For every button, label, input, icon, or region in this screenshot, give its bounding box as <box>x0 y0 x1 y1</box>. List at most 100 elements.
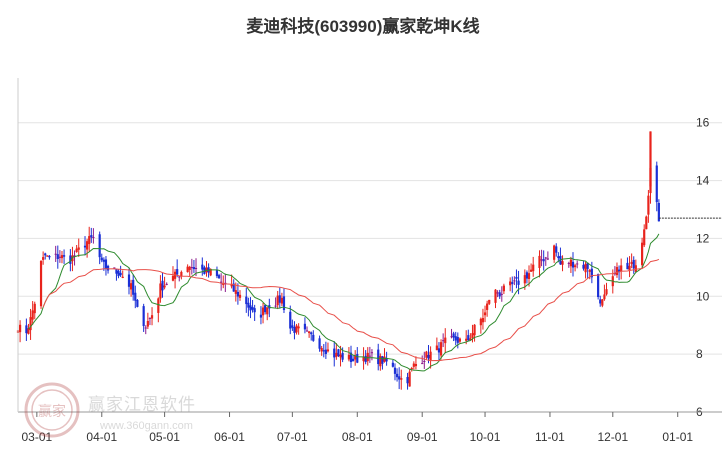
candle <box>467 329 470 342</box>
candle-body <box>232 283 235 292</box>
candle-body <box>132 279 135 295</box>
candle-body <box>408 371 411 387</box>
candle-body <box>56 254 59 259</box>
candle-body <box>42 257 45 260</box>
candle <box>264 304 267 315</box>
candle <box>58 250 61 263</box>
candle-body <box>473 324 476 336</box>
candle <box>502 283 505 295</box>
candle-body <box>295 325 298 333</box>
candle-body <box>247 302 250 308</box>
candle-body <box>377 349 380 365</box>
candle-body <box>452 333 455 338</box>
candle <box>408 368 411 387</box>
candle <box>75 244 78 253</box>
candle <box>163 276 166 290</box>
watermark-url: www.360gann.com <box>100 420 193 432</box>
candle-body <box>75 248 78 252</box>
candle <box>320 345 323 356</box>
candle-body <box>645 216 648 230</box>
candle <box>234 282 237 302</box>
candle <box>450 328 453 339</box>
candle-body <box>46 255 49 257</box>
candle-body <box>553 245 556 260</box>
candle <box>289 305 292 335</box>
candle-body <box>555 246 558 253</box>
candle <box>171 266 175 282</box>
candle <box>641 237 644 270</box>
candle-body <box>383 356 386 362</box>
candle-body <box>630 261 633 265</box>
candle-body <box>523 275 526 284</box>
candle <box>379 353 382 371</box>
candle <box>100 253 103 263</box>
candle-body <box>224 282 227 284</box>
candle-body <box>188 266 191 270</box>
candle-body <box>222 283 225 285</box>
candle <box>391 359 394 368</box>
candle <box>29 308 32 340</box>
candle <box>509 277 512 292</box>
candle-body <box>615 267 619 276</box>
candle-body <box>620 265 623 272</box>
candle <box>356 347 359 364</box>
candle-body <box>148 317 152 319</box>
candle <box>326 342 330 353</box>
candle <box>73 250 76 266</box>
candle <box>232 279 235 292</box>
candle-body <box>335 352 338 357</box>
candle <box>542 250 545 271</box>
candle-body <box>444 337 447 344</box>
candle-body <box>245 296 248 305</box>
candle <box>412 361 415 370</box>
candle <box>144 325 147 335</box>
candle <box>617 265 621 281</box>
candle <box>42 251 45 265</box>
candle-body <box>569 259 573 267</box>
ma-long-line <box>42 258 660 362</box>
candle <box>586 262 589 279</box>
candle-body <box>129 283 133 290</box>
candle-body <box>586 262 589 269</box>
candle <box>165 282 168 286</box>
candle <box>496 290 499 298</box>
candle <box>349 345 353 368</box>
candle-body <box>643 229 646 246</box>
candle-body <box>488 299 491 304</box>
x-tick-label: 06-01 <box>214 430 245 444</box>
candle <box>238 290 242 301</box>
candle <box>127 268 131 295</box>
candle <box>473 324 476 342</box>
candle <box>341 347 344 363</box>
candle-body <box>161 280 164 291</box>
candle <box>544 256 547 266</box>
candle <box>39 260 43 309</box>
candle <box>146 312 149 329</box>
candle-body <box>25 325 28 334</box>
candle <box>178 276 181 282</box>
candle <box>364 350 367 365</box>
candle-body <box>159 283 162 299</box>
candle-body <box>632 259 635 269</box>
candle <box>377 343 380 371</box>
candle-body <box>509 281 512 286</box>
y-tick-label: 8 <box>696 347 703 361</box>
candle <box>423 351 426 369</box>
candle <box>188 265 191 277</box>
candle-body <box>412 363 415 367</box>
candle-body <box>249 305 252 311</box>
candle-body <box>293 327 296 333</box>
candle-body <box>406 377 409 384</box>
candle-body <box>628 265 631 271</box>
candle <box>538 250 541 278</box>
candle <box>525 270 529 284</box>
candle-body <box>33 303 36 314</box>
candle <box>203 265 206 275</box>
candle <box>280 292 283 307</box>
candle <box>339 345 342 367</box>
candle <box>393 363 397 381</box>
candle <box>83 236 87 256</box>
candle-body <box>349 352 353 363</box>
candle <box>557 252 560 263</box>
candle-body <box>486 303 489 310</box>
